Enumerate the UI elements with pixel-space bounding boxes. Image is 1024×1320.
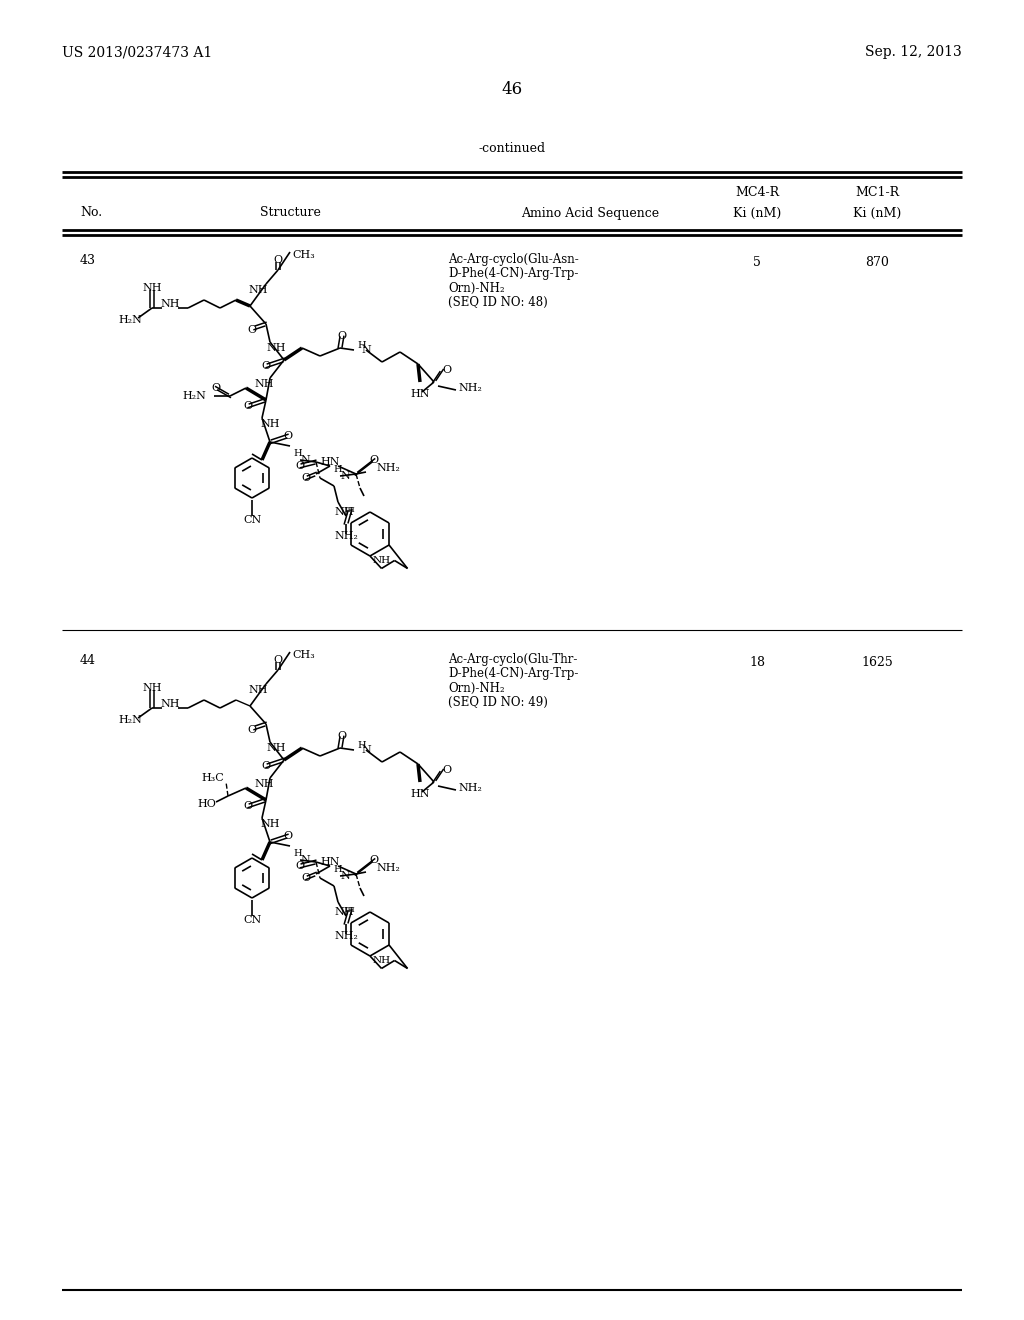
Text: IH: IH (345, 506, 355, 513)
Text: No.: No. (80, 206, 102, 219)
Text: O: O (284, 432, 293, 441)
Text: N: N (340, 871, 350, 880)
Text: NH: NH (373, 556, 390, 565)
Text: NH: NH (266, 743, 286, 752)
Text: H: H (294, 450, 302, 458)
Text: NH: NH (254, 379, 273, 389)
Text: NH₂: NH₂ (458, 783, 482, 793)
Text: NH: NH (260, 818, 280, 829)
Text: N: N (300, 455, 309, 465)
Text: O: O (370, 455, 379, 465)
Text: O: O (211, 383, 220, 393)
Text: CN: CN (243, 515, 261, 525)
Text: NH₂: NH₂ (334, 931, 358, 941)
Text: HN: HN (411, 789, 430, 799)
Text: Sep. 12, 2013: Sep. 12, 2013 (865, 45, 962, 59)
Text: 1625: 1625 (861, 656, 893, 668)
Text: HN: HN (411, 389, 430, 399)
Text: O: O (296, 461, 304, 471)
Text: NH: NH (142, 282, 162, 293)
Text: D-Phe(4-CN)-Arg-Trp-: D-Phe(4-CN)-Arg-Trp- (449, 268, 579, 281)
Text: H₃C: H₃C (202, 774, 224, 783)
Text: 44: 44 (80, 653, 96, 667)
Text: H: H (334, 466, 342, 474)
Text: O: O (273, 655, 283, 665)
Text: D-Phe(4-CN)-Arg-Trp-: D-Phe(4-CN)-Arg-Trp- (449, 668, 579, 681)
Text: Orn)-NH₂: Orn)-NH₂ (449, 281, 505, 294)
Text: NH: NH (254, 779, 273, 789)
Text: NH₂: NH₂ (458, 383, 482, 393)
Text: N: N (361, 345, 371, 355)
Text: NH: NH (142, 682, 162, 693)
Text: H₂N: H₂N (182, 391, 206, 401)
Text: Ac-Arg-cyclo(Glu-Asn-: Ac-Arg-cyclo(Glu-Asn- (449, 253, 579, 267)
Text: Ki (nM): Ki (nM) (853, 206, 901, 219)
Text: IH: IH (345, 906, 355, 913)
Text: O: O (261, 762, 270, 771)
Text: O: O (338, 731, 346, 741)
Text: Ac-Arg-cyclo(Glu-Thr-: Ac-Arg-cyclo(Glu-Thr- (449, 653, 578, 667)
Text: MC4-R: MC4-R (735, 186, 779, 199)
Text: H: H (357, 342, 367, 351)
Text: 46: 46 (502, 82, 522, 99)
Text: NH: NH (260, 418, 280, 429)
Text: NH: NH (373, 956, 390, 965)
Text: N: N (300, 855, 309, 865)
Text: O: O (244, 401, 253, 411)
Text: O: O (301, 473, 310, 483)
Text: 18: 18 (749, 656, 765, 668)
Text: O: O (442, 766, 452, 775)
Text: NH: NH (160, 300, 180, 309)
Text: Ki (nM): Ki (nM) (733, 206, 781, 219)
Text: O: O (301, 873, 310, 883)
Text: O: O (261, 360, 270, 371)
Text: NH: NH (334, 507, 353, 517)
Text: 870: 870 (865, 256, 889, 268)
Text: NH: NH (334, 907, 353, 917)
Text: HN: HN (321, 457, 340, 467)
Text: O: O (273, 255, 283, 265)
Text: NH: NH (248, 685, 267, 696)
Text: Orn)-NH₂: Orn)-NH₂ (449, 681, 505, 694)
Text: H: H (294, 850, 302, 858)
Text: 43: 43 (80, 253, 96, 267)
Text: H₂N: H₂N (118, 315, 142, 325)
Text: NH: NH (160, 700, 180, 709)
Text: NH₂: NH₂ (376, 463, 400, 473)
Text: O: O (442, 366, 452, 375)
Text: O: O (284, 832, 293, 841)
Text: H₂N: H₂N (118, 715, 142, 725)
Text: H: H (334, 866, 342, 874)
Text: O: O (248, 325, 257, 335)
Text: N: N (340, 471, 350, 480)
Text: CH₃: CH₃ (292, 249, 314, 260)
Text: N: N (361, 744, 371, 755)
Text: O: O (248, 725, 257, 735)
Text: HN: HN (321, 857, 340, 867)
Text: O: O (244, 801, 253, 810)
Text: HO: HO (198, 799, 216, 809)
Text: MC1-R: MC1-R (855, 186, 899, 199)
Text: CH₃: CH₃ (292, 649, 314, 660)
Text: (SEQ ID NO: 49): (SEQ ID NO: 49) (449, 696, 548, 709)
Text: Structure: Structure (259, 206, 321, 219)
Text: -continued: -continued (478, 141, 546, 154)
Text: 5: 5 (753, 256, 761, 268)
Text: Amino Acid Sequence: Amino Acid Sequence (521, 206, 659, 219)
Text: NH₂: NH₂ (376, 863, 400, 873)
Text: O: O (296, 861, 304, 871)
Text: H: H (357, 742, 367, 751)
Text: US 2013/0237473 A1: US 2013/0237473 A1 (62, 45, 212, 59)
Text: CN: CN (243, 915, 261, 925)
Text: O: O (370, 855, 379, 865)
Text: (SEQ ID NO: 48): (SEQ ID NO: 48) (449, 296, 548, 309)
Text: NH: NH (248, 285, 267, 294)
Text: NH₂: NH₂ (334, 531, 358, 541)
Text: O: O (338, 331, 346, 341)
Text: NH: NH (266, 343, 286, 352)
